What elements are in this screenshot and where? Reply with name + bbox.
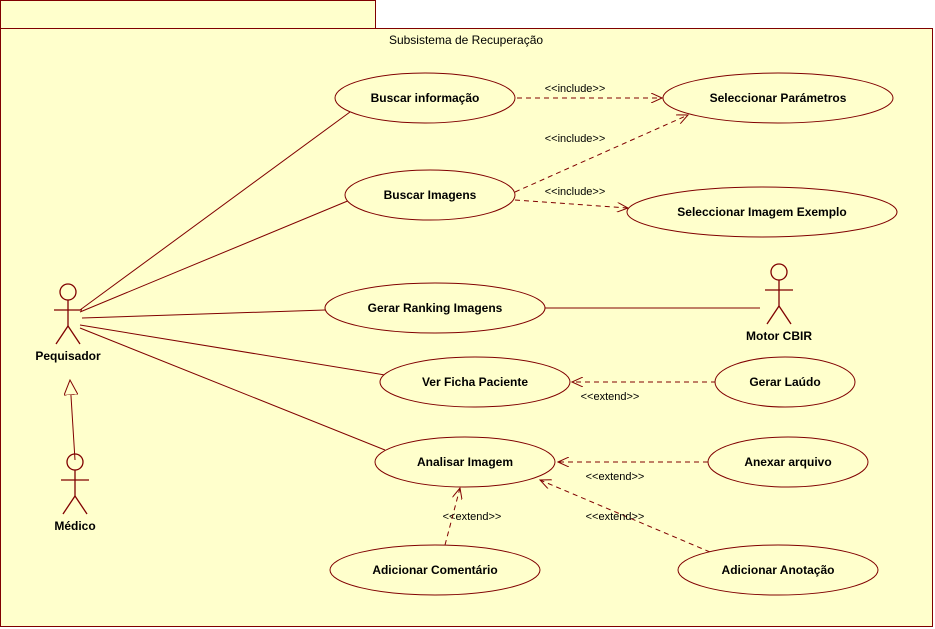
dependency-label: <<include>> xyxy=(545,83,606,95)
usecase-label-selec_param: Seleccionar Parámetros xyxy=(710,91,847,105)
system-boundary-title: Subsistema de Recuperação xyxy=(389,33,543,47)
dependency-label: <<extend>> xyxy=(581,391,640,403)
dependency-label: <<extend>> xyxy=(443,511,502,523)
usecase-label-gerar_ranking: Gerar Ranking Imagens xyxy=(368,301,503,315)
usecase-label-anexar_arquivo: Anexar arquivo xyxy=(744,455,831,469)
usecase-label-buscar_imagens: Buscar Imagens xyxy=(384,188,477,202)
usecase-label-ver_ficha: Ver Ficha Paciente xyxy=(422,375,528,389)
dependency-label: <<include>> xyxy=(545,133,606,145)
actor-label-medico: Médico xyxy=(54,519,95,533)
usecase-label-selec_imagem: Seleccionar Imagem Exemplo xyxy=(677,205,846,219)
usecase-label-buscar_info: Buscar informação xyxy=(371,91,480,105)
actor-label-pequisador: Pequisador xyxy=(35,349,101,363)
usecase-label-analisar_imagem: Analisar Imagem xyxy=(417,455,513,469)
dependency-label: <<include>> xyxy=(545,186,606,198)
actor-label-motor_cbir: Motor CBIR xyxy=(746,329,812,343)
dependency-label: <<extend>> xyxy=(586,471,645,483)
usecase-label-adicionar_anotacao: Adicionar Anotação xyxy=(722,563,835,577)
dependency-label: <<extend>> xyxy=(586,511,645,523)
use-case-diagram: Subsistema de Recuperação <<include>> <<in… xyxy=(0,0,935,629)
system-boundary-tab xyxy=(1,1,376,29)
usecase-label-gerar_laudo: Gerar Laúdo xyxy=(749,375,820,389)
usecase-label-adicionar_comentario: Adicionar Comentário xyxy=(372,563,497,577)
